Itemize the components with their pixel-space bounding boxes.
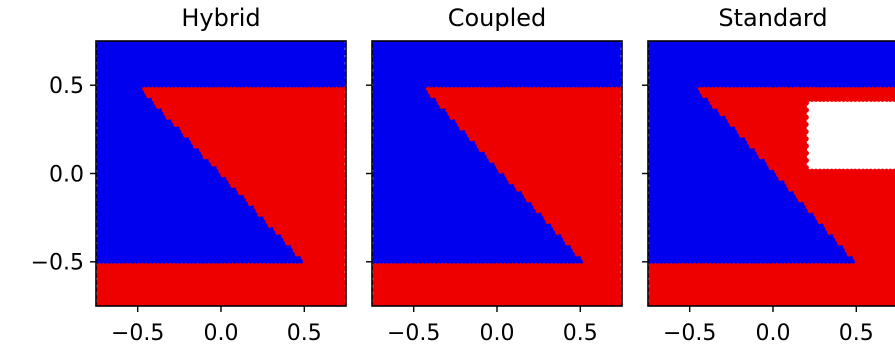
y-tick-label: 0.5: [49, 74, 84, 99]
x-tick-label: 0.0: [204, 321, 239, 346]
y-tick-label: −0.5: [31, 251, 84, 276]
panel-title: Hybrid: [181, 4, 260, 32]
y-tick-label: 0.0: [49, 162, 84, 187]
y-axis: 0.5 0.0 −0.5: [31, 74, 96, 276]
panel-title: Coupled: [448, 4, 547, 32]
points-layer: [372, 41, 622, 306]
panel-coupled: Coupled −0.5 0.0 0.5: [366, 4, 623, 346]
points-layer: [96, 41, 346, 306]
x-tick-label: −0.5: [111, 321, 164, 346]
x-tick-label: 0.5: [287, 321, 322, 346]
x-axis: −0.5 0.0 0.5: [111, 306, 322, 346]
panel-hybrid: Hybrid −0.5 0.0 0.5 0.5 0.0 −0.5: [31, 4, 347, 346]
